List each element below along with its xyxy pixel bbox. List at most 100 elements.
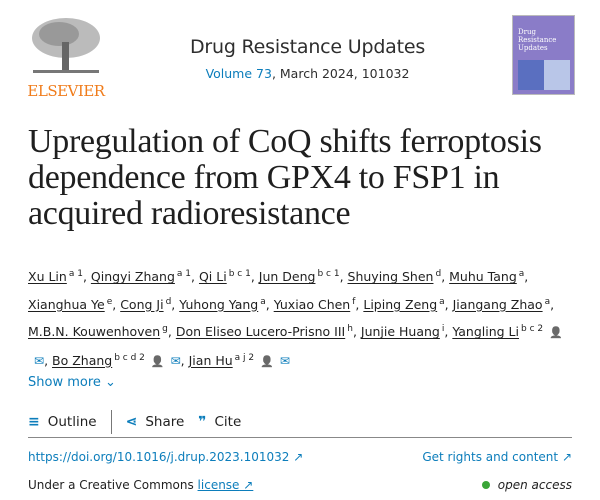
cite-button[interactable]: ❞ Cite bbox=[198, 414, 241, 430]
share-icon: ⋖ bbox=[125, 414, 138, 430]
author-name[interactable]: Qi Li bbox=[198, 269, 227, 285]
author-name[interactable]: Don Eliseo Lucero-Prisno III bbox=[175, 324, 346, 340]
email-icon[interactable]: ✉ bbox=[34, 353, 45, 368]
share-label: Share bbox=[145, 414, 185, 430]
rights-link[interactable]: Get rights and content ↗ bbox=[422, 450, 572, 464]
elsevier-logo[interactable]: ELSEVIER bbox=[26, 14, 106, 100]
author-list: Xu Lin a 1, Qingyi Zhang a 1, Qi Li b c 1, … bbox=[28, 262, 578, 374]
author: Don Eliseo Lucero-Prisno III h bbox=[176, 324, 353, 339]
license-info: Under a Creative Commons license ↗ bbox=[28, 478, 253, 492]
author-affiliation[interactable]: g bbox=[162, 324, 168, 335]
toolbar-divider bbox=[110, 410, 112, 434]
share-button[interactable]: ⋖ Share bbox=[126, 414, 185, 430]
author: Yuhong Yang a bbox=[179, 297, 265, 312]
open-access-label: open access bbox=[497, 478, 572, 492]
issue-details: , March 2024, 101032 bbox=[271, 66, 410, 81]
elsevier-wordmark: ELSEVIER bbox=[27, 82, 105, 100]
journal-cover[interactable]: Drug Resistance Updates bbox=[512, 15, 575, 95]
author-name[interactable]: Jiangang Zhao bbox=[452, 296, 543, 312]
author-name[interactable]: Jun Deng bbox=[258, 269, 316, 285]
author: Cong Ji d bbox=[120, 297, 171, 312]
author-affiliation[interactable]: a 1 bbox=[68, 269, 83, 279]
author: Xu Lin a 1 bbox=[28, 269, 83, 284]
author-name[interactable]: Junjie Huang bbox=[360, 324, 440, 340]
email-icon[interactable]: ✉ bbox=[279, 353, 290, 368]
author: M.B.N. Kouwenhoven g bbox=[28, 324, 168, 339]
volume-link[interactable]: Volume 73 bbox=[205, 66, 272, 81]
author-affiliation[interactable]: e bbox=[106, 296, 113, 307]
author: Shuying Shen d bbox=[348, 269, 442, 284]
external-link-icon: ↗ bbox=[293, 450, 304, 464]
person-icon[interactable]: 👤 bbox=[150, 354, 165, 368]
cite-label: Cite bbox=[214, 414, 242, 430]
author-affiliation[interactable]: f bbox=[352, 296, 356, 307]
author-name[interactable]: Yuxiao Chen bbox=[273, 296, 351, 312]
author-name[interactable]: Yangling Li bbox=[452, 324, 519, 340]
author-name[interactable]: Qingyi Zhang bbox=[90, 269, 175, 285]
cover-title: Drug Resistance Updates bbox=[518, 28, 557, 52]
author-affiliation[interactable]: d bbox=[165, 296, 172, 307]
author: Muhu Tang a bbox=[449, 269, 524, 284]
list-icon: ≡ bbox=[28, 414, 40, 430]
outline-button[interactable]: ≡ Outline bbox=[28, 414, 97, 430]
article-toolbar: ≡ Outline ⋖ Share ❞ Cite bbox=[28, 410, 241, 434]
author-name[interactable]: Liping Zeng bbox=[363, 296, 438, 312]
author-name[interactable]: Yuhong Yang bbox=[179, 296, 259, 312]
author: Qi Li b c 1 bbox=[199, 269, 251, 284]
open-access-dot-icon bbox=[481, 481, 490, 489]
author-name[interactable]: M.B.N. Kouwenhoven bbox=[28, 324, 161, 340]
author-affiliation[interactable]: d bbox=[435, 269, 442, 279]
author: Jian Hu a j 2 👤 ✉ bbox=[189, 353, 290, 368]
author-affiliation[interactable]: h bbox=[347, 324, 353, 335]
author: Liping Zeng a bbox=[363, 297, 444, 312]
person-icon[interactable]: 👤 bbox=[549, 326, 563, 340]
author: Yuxiao Chen f bbox=[274, 297, 356, 312]
author: Junjie Huang i bbox=[361, 324, 445, 339]
doi-link[interactable]: https://doi.org/10.1016/j.drup.2023.1010… bbox=[28, 450, 303, 464]
author: Yangling Li b c 2 👤 ✉ bbox=[28, 324, 563, 367]
outline-label: Outline bbox=[47, 414, 97, 430]
author: Bo Zhang b c d 2 👤 ✉ bbox=[52, 353, 181, 368]
show-more-button[interactable]: Show more ⌄ bbox=[28, 375, 116, 390]
journal-title[interactable]: Drug Resistance Updates bbox=[189, 36, 426, 58]
author-affiliation[interactable]: a j 2 bbox=[234, 352, 255, 363]
author-affiliation[interactable]: a bbox=[260, 296, 266, 307]
author-affiliation[interactable]: a bbox=[439, 296, 445, 307]
quote-icon: ❞ bbox=[198, 414, 207, 430]
divider bbox=[28, 437, 572, 438]
author-name[interactable]: Cong Ji bbox=[120, 296, 164, 312]
license-prefix: Under a Creative Commons bbox=[28, 478, 198, 492]
author: Xianghua Ye e bbox=[28, 297, 112, 312]
article-title: Upregulation of CoQ shifts ferroptosis d… bbox=[28, 123, 542, 232]
author-affiliation[interactable]: i bbox=[441, 324, 445, 335]
open-access-badge: open access bbox=[481, 478, 572, 492]
author-affiliation[interactable]: b c 1 bbox=[228, 269, 251, 279]
author-name[interactable]: Xu Lin bbox=[28, 269, 67, 285]
doi-text: https://doi.org/10.1016/j.drup.2023.1010… bbox=[28, 450, 290, 464]
author: Jun Deng b c 1 bbox=[259, 269, 340, 284]
author-name[interactable]: Shuying Shen bbox=[347, 269, 434, 285]
rights-text: Get rights and content bbox=[422, 450, 559, 464]
author-affiliation[interactable]: a bbox=[518, 269, 525, 279]
author-name[interactable]: Jian Hu bbox=[188, 352, 233, 368]
show-more-label: Show more bbox=[28, 375, 101, 390]
chevron-down-icon: ⌄ bbox=[105, 375, 116, 390]
author: Qingyi Zhang a 1 bbox=[91, 269, 191, 284]
external-link-icon: ↗ bbox=[561, 450, 572, 464]
license-link[interactable]: license ↗ bbox=[197, 478, 254, 492]
author-affiliation[interactable]: a 1 bbox=[176, 269, 192, 279]
license-link-text: license bbox=[197, 478, 240, 492]
author-affiliation[interactable]: b c d 2 bbox=[114, 352, 145, 363]
person-icon[interactable]: 👤 bbox=[260, 354, 274, 368]
author-name[interactable]: Muhu Tang bbox=[449, 269, 517, 285]
email-icon[interactable]: ✉ bbox=[170, 353, 181, 368]
author-affiliation[interactable]: b c 1 bbox=[317, 269, 340, 279]
journal-issue: Volume 73, March 2024, 101032 bbox=[140, 66, 475, 81]
author-affiliation[interactable]: a bbox=[544, 296, 551, 307]
author: Jiangang Zhao a bbox=[453, 297, 550, 312]
author-name[interactable]: Bo Zhang bbox=[52, 352, 113, 368]
cover-image bbox=[518, 60, 570, 90]
author-name[interactable]: Xianghua Ye bbox=[28, 296, 105, 312]
journal-header: Drug Resistance Updates Volume 73, March… bbox=[140, 36, 475, 81]
author-affiliation[interactable]: b c 2 bbox=[521, 324, 544, 335]
